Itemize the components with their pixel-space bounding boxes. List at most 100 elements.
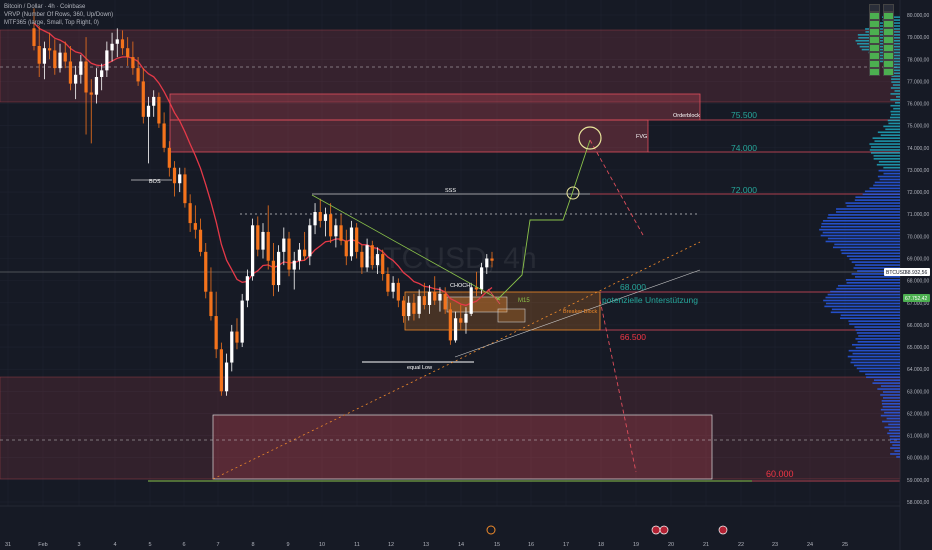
price-tick-label: 65.000,00 xyxy=(907,345,929,351)
volume-profile-bar xyxy=(895,101,900,104)
candle-body xyxy=(479,267,484,290)
us-flag-icon[interactable] xyxy=(651,525,661,535)
price-tick-label: 74.000,00 xyxy=(907,146,929,152)
volume-profile-bar xyxy=(891,78,900,80)
candle-body xyxy=(250,225,255,277)
volume-profile-bar xyxy=(890,93,900,95)
volume-profile-bar xyxy=(840,314,900,317)
symbol-line[interactable]: Bitcoin / Dollar · 4h · Coinbase xyxy=(4,4,86,10)
indicator-mtf[interactable]: MTF365 (large, Small, Top Right, 0) xyxy=(4,20,99,26)
candle-body xyxy=(105,50,109,71)
event-icon[interactable] xyxy=(486,525,496,535)
volume-profile-bar xyxy=(851,358,900,361)
candle-body xyxy=(53,50,57,69)
price-tick-label: 72.000,00 xyxy=(907,190,929,196)
candle-body xyxy=(256,225,260,250)
price-tick-label: 64.000,00 xyxy=(907,367,929,373)
time-tick-label: 3 xyxy=(77,542,80,548)
orderblock-zone[interactable] xyxy=(169,93,701,121)
volume-profile-bar xyxy=(877,388,900,390)
volume-profile-bar xyxy=(825,296,900,299)
volume-profile-bar xyxy=(864,190,900,193)
candle-body xyxy=(464,313,468,323)
support-trendline xyxy=(212,241,701,480)
volume-profile-bar xyxy=(824,305,900,308)
volume-profile-bar xyxy=(823,299,900,302)
candle-body xyxy=(292,260,296,270)
candle-body xyxy=(198,229,203,252)
breaker-block-zone[interactable] xyxy=(404,291,601,331)
price-tick-label: 79.000,00 xyxy=(907,35,929,41)
volume-profile-bar xyxy=(855,196,900,198)
candle-body xyxy=(183,174,187,204)
time-tick-label: 25 xyxy=(842,542,848,548)
candle-body xyxy=(453,318,458,341)
volume-profile-bar xyxy=(880,385,900,387)
time-tick-label: 13 xyxy=(423,542,429,548)
time-tick-label: 8 xyxy=(251,542,254,548)
mtf-cell xyxy=(883,44,894,52)
volume-profile-bar xyxy=(880,134,900,137)
mtf-cell xyxy=(883,60,894,68)
volume-profile-bar xyxy=(883,397,900,399)
volume-profile-bar xyxy=(873,155,900,157)
candle-body xyxy=(146,105,151,117)
candle-body xyxy=(245,276,249,301)
price-tag-current-value: 68.932,56 xyxy=(905,270,927,276)
candle-body xyxy=(58,52,62,69)
target-zone-box[interactable] xyxy=(212,414,713,480)
time-axis[interactable]: 31 Feb 3 4 5 6 7 8 9 10 11 12 13 14 15 16 17 18 19 20 21 22 23… xyxy=(5,542,848,548)
candle-body xyxy=(308,225,312,257)
volume-profile-bar xyxy=(891,75,900,77)
candle-body xyxy=(230,331,234,363)
candle-body xyxy=(115,39,119,44)
projection-downside xyxy=(599,299,637,473)
volume-profile-bar xyxy=(856,367,900,370)
volume-profile-bar xyxy=(866,376,900,379)
volume-profile-bar xyxy=(882,420,900,423)
mtf-legend-panel xyxy=(869,4,894,76)
price-tags: BTCUSD 68.932,56 67.752,42 xyxy=(884,268,930,302)
volume-profile-bar xyxy=(845,279,900,281)
volume-profile-bar xyxy=(873,379,900,381)
volume-profile-bar xyxy=(861,48,900,51)
indicator-vrvp[interactable]: VRVP (Number Of Rows, 360, Up/Down) xyxy=(4,12,114,18)
volume-profile-bar xyxy=(858,335,900,337)
target-circle-sss xyxy=(566,186,580,200)
candle-body xyxy=(370,245,374,266)
us-flag-icon-3[interactable] xyxy=(718,525,728,535)
candle-body xyxy=(396,282,400,301)
candle-body xyxy=(94,76,99,95)
mtf-cell xyxy=(883,68,894,76)
candle-body xyxy=(74,74,78,84)
candle-body xyxy=(131,57,135,69)
time-tick-label: 6 xyxy=(182,542,185,548)
time-tick-label: 18 xyxy=(598,542,604,548)
time-tick-label: 11 xyxy=(354,542,360,548)
m15-zone[interactable] xyxy=(446,296,508,313)
fvg-zone[interactable] xyxy=(169,119,649,153)
m15-small-box[interactable] xyxy=(497,308,526,323)
bottom-icons xyxy=(486,525,728,535)
volume-profile-bar xyxy=(830,311,900,314)
candle-body xyxy=(219,349,223,392)
price-axis[interactable]: 58.000,00 59.000,00 60.000,00 61.000,00 62.0… xyxy=(907,13,929,506)
volume-profile-bar xyxy=(890,447,900,449)
volume-profile-bar xyxy=(877,175,900,178)
volume-profile-bar xyxy=(880,394,900,396)
volume-profile-bar xyxy=(849,258,900,260)
candle-body xyxy=(48,48,52,51)
candle-body xyxy=(318,212,322,221)
candles-group xyxy=(32,8,494,396)
mtf-cell xyxy=(883,28,894,36)
candle-body xyxy=(329,214,333,237)
us-flag-icon-2[interactable] xyxy=(659,525,669,535)
candle-body xyxy=(214,316,218,350)
volume-profile-bar xyxy=(872,137,900,139)
candle-body xyxy=(485,258,489,268)
volume-profile-bar xyxy=(877,131,900,134)
volume-profile-bar xyxy=(890,69,900,72)
mtf-cell xyxy=(883,4,894,12)
price-tick-label: 62.000,00 xyxy=(907,411,929,417)
